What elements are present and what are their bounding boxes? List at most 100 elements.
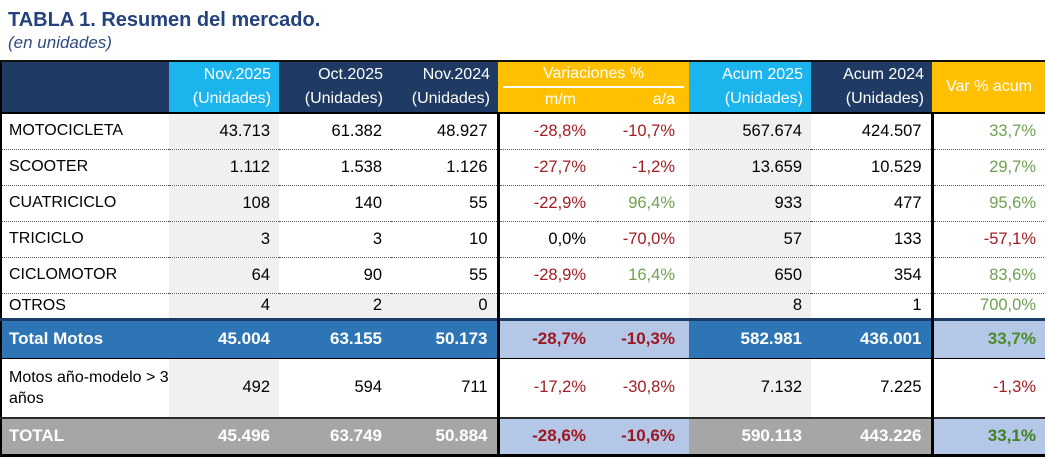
cell-nov2025: 3 — [169, 221, 279, 258]
cell-acum2025: 590.113 — [689, 417, 811, 455]
row-label: Total Motos — [1, 317, 169, 359]
header-variaciones: Variaciones % — [498, 61, 689, 88]
cell-oct2025: 63.155 — [279, 317, 391, 359]
header-var-acum: Var % acum — [932, 61, 1045, 114]
row-label: TRICICLO — [1, 221, 169, 258]
header-oct2025-units: (Unidades) — [304, 90, 383, 107]
cell-aa: -10,7% — [598, 113, 689, 150]
table-title: TABLA 1. Resumen del mercado. — [8, 9, 321, 31]
cell-var-acum: 95,6% — [930, 185, 1045, 222]
cell-acum2024: 424.507 — [811, 113, 932, 150]
cell-mm: -27,7% — [496, 149, 598, 186]
header-nov2025: Nov.2025 (Unidades) — [169, 61, 279, 114]
cell-nov2025: 108 — [169, 185, 279, 222]
cell-var-acum: 33,1% — [930, 417, 1045, 455]
cell-var-acum: 29,7% — [930, 149, 1045, 186]
cell-mm: -17,2% — [496, 358, 598, 418]
cell-mm: 0,0% — [496, 221, 598, 258]
cell-acum2024: 1 — [912, 296, 922, 314]
cell-oct2025: 1.538 — [279, 149, 391, 186]
cell-acum2024: 7.225 — [880, 378, 922, 397]
cell-acum2024: 443.226 — [811, 417, 932, 455]
cell-nov2025: 64 — [169, 257, 279, 294]
table-row-motos-ano-modelo: Motos año-modelo > 3 años 492 594 711 -1… — [1, 358, 1045, 418]
row-label: SCOOTER — [1, 149, 169, 186]
title-block: TABLA 1. Resumen del mercado. (en unidad… — [0, 0, 1045, 60]
cell-mm: -28,7% — [496, 317, 598, 359]
cell-oct2025: 61.382 — [279, 113, 391, 150]
cell-oct2025: 3 — [279, 221, 391, 258]
cell-var-acum: 700,0% — [930, 293, 1045, 319]
cell-acum2025: 582.981 — [689, 317, 811, 359]
cell-var-acum: 83,6% — [930, 257, 1045, 294]
row-label: OTROS — [9, 296, 66, 314]
cell-acum2024: 436.001 — [811, 317, 932, 359]
header-aa: a/a — [598, 88, 689, 114]
cell-nov2024: 50.884 — [391, 417, 498, 455]
cell-acum2024: 10.529 — [811, 149, 932, 186]
header-acum2025-label: Acum 2025 — [722, 66, 803, 83]
row-label: CUATRICICLO — [1, 185, 169, 222]
header-row-2: m/m a/a — [1, 88, 1045, 114]
cell-oct2025: 63.749 — [279, 417, 391, 455]
header-category — [1, 61, 169, 114]
cell-var-acum: 33,7% — [930, 113, 1045, 150]
cell-nov2024: 10 — [391, 221, 498, 258]
header-nov2024: Nov.2024 (Unidades) — [391, 61, 498, 114]
row-label: TOTAL — [1, 417, 169, 455]
table-subtitle: (en unidades) — [8, 33, 112, 52]
cell-aa: -30,8% — [622, 378, 675, 397]
cell-acum2025: 13.659 — [689, 149, 811, 186]
cell-nov2024: 0 — [391, 293, 498, 319]
cell-nov2024: 50.173 — [391, 317, 498, 359]
cell-acum2024: 133 — [811, 221, 932, 258]
cell-var-acum: -57,1% — [930, 221, 1045, 258]
header-acum2024-units: (Unidades) — [845, 90, 924, 107]
table-row-cuatriciclo: CUATRICICLO 108 140 55 -22,9% 96,4% 933 … — [1, 185, 1045, 222]
cell-nov2025: 45.004 — [169, 317, 279, 359]
header-nov2025-label: Nov.2025 — [203, 66, 271, 83]
cell-nov2024: 711 — [461, 378, 488, 397]
header-nov2025-units: (Unidades) — [192, 90, 271, 107]
cell-acum2025: 57 — [689, 221, 811, 258]
header-acum2025-units: (Unidades) — [724, 90, 803, 107]
table-row-motocicleta: MOTOCICLETA 43.713 61.382 48.927 -28,8% … — [1, 113, 1045, 150]
header-mm: m/m — [498, 88, 598, 114]
cell-mm: -28,8% — [496, 113, 598, 150]
table-row-ciclomotor: CICLOMOTOR 64 90 55 -28,9% 16,4% 650 354… — [1, 257, 1045, 294]
cell-mm — [496, 293, 598, 319]
cell-oct2025: 90 — [279, 257, 391, 294]
market-summary-table: Nov.2025 (Unidades) Oct.2025 (Unidades) … — [0, 60, 1045, 457]
table-row-total-motos: Total Motos 45.004 63.155 50.173 -28,7% … — [1, 317, 1045, 359]
row-label: Motos año-modelo > 3 años — [9, 368, 169, 407]
cell-nov2024: 1.126 — [391, 149, 498, 186]
cell-var-acum: -1,3% — [930, 358, 1045, 418]
cell-aa: -10,6% — [598, 417, 689, 455]
header-acum2024-label: Acum 2024 — [843, 66, 924, 83]
cell-nov2025: 4 — [169, 293, 279, 319]
header-nov2024-units: (Unidades) — [411, 90, 490, 107]
row-label: MOTOCICLETA — [1, 113, 169, 150]
table-body: MOTOCICLETA 43.713 61.382 48.927 -28,8% … — [1, 113, 1045, 455]
cell-mm: -22,9% — [496, 185, 598, 222]
cell-acum2025: 650 — [689, 257, 811, 294]
cell-acum2025: 7.132 — [689, 358, 811, 418]
cell-nov2024: 48.927 — [391, 113, 498, 150]
cell-nov2024: 55 — [391, 257, 498, 294]
table-row-otros: OTROS 4 2 0 8 1 700,0% — [1, 293, 1045, 319]
header-nov2024-label: Nov.2024 — [422, 66, 490, 83]
header-oct2025: Oct.2025 (Unidades) — [279, 61, 391, 114]
table-row-scooter: SCOOTER 1.112 1.538 1.126 -27,7% -1,2% 1… — [1, 149, 1045, 186]
cell-oct2025: 140 — [279, 185, 391, 222]
table-header: Nov.2025 (Unidades) Oct.2025 (Unidades) … — [1, 61, 1045, 114]
cell-nov2025: 45.496 — [169, 417, 279, 455]
cell-nov2024: 55 — [391, 185, 498, 222]
cell-aa: -70,0% — [598, 221, 689, 258]
header-oct2025-label: Oct.2025 — [318, 66, 383, 83]
header-variaciones-label: Variaciones % — [503, 63, 684, 88]
cell-oct2025: 594 — [354, 378, 382, 397]
cell-aa: -10,3% — [598, 317, 689, 359]
cell-acum2024: 354 — [811, 257, 932, 294]
table-row-triciclo: TRICICLO 3 3 10 0,0% -70,0% 57 133 -57,1… — [1, 221, 1045, 258]
